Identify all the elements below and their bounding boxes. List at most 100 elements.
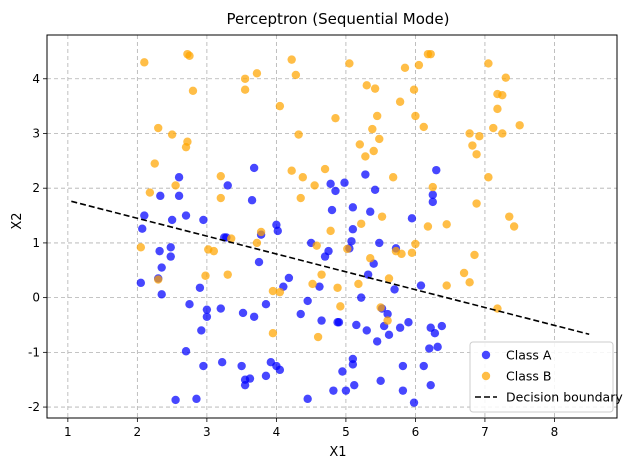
class-a-point bbox=[341, 386, 351, 395]
class-a-point bbox=[347, 237, 356, 246]
class-a-point bbox=[157, 263, 166, 272]
class-b-point bbox=[268, 328, 278, 338]
class-b-point bbox=[343, 244, 352, 254]
class-a-point bbox=[376, 376, 385, 385]
class-b-point bbox=[400, 63, 410, 73]
class-a-point bbox=[375, 238, 384, 248]
class-a-point bbox=[140, 211, 149, 220]
class-a-point bbox=[329, 386, 338, 395]
class-a-point bbox=[171, 395, 180, 405]
y-tick-label: 3 bbox=[32, 126, 40, 140]
class-a-point bbox=[338, 367, 347, 376]
class-a-point bbox=[167, 215, 177, 225]
class-a-point bbox=[261, 371, 271, 381]
class-b-point bbox=[472, 199, 481, 208]
class-b-point bbox=[383, 316, 392, 325]
class-a-point bbox=[366, 207, 375, 216]
class-b-point bbox=[395, 97, 405, 106]
x-axis-title: X1 bbox=[329, 445, 346, 460]
class-a-point bbox=[261, 299, 271, 309]
class-a-point bbox=[303, 394, 312, 404]
class-a-point bbox=[398, 361, 408, 371]
class-a-point bbox=[348, 203, 358, 212]
class-a-point bbox=[237, 361, 246, 371]
class-a-point bbox=[383, 309, 392, 319]
class-b-point-legend-marker bbox=[481, 371, 491, 381]
class-b-point bbox=[384, 274, 394, 283]
class-a-point bbox=[136, 278, 146, 288]
class-b-point bbox=[275, 287, 285, 297]
x-tick-label: 5 bbox=[342, 425, 350, 439]
class-b-point bbox=[183, 137, 192, 146]
class-b-point bbox=[268, 286, 278, 296]
class-b-point bbox=[240, 74, 250, 83]
class-b-point bbox=[154, 275, 163, 284]
class-a-point bbox=[398, 386, 408, 395]
class-b-point bbox=[150, 159, 159, 168]
class-b-point bbox=[411, 239, 420, 249]
grid-lines bbox=[47, 35, 617, 418]
class-a-point bbox=[138, 224, 147, 233]
legend-label: Class A bbox=[506, 348, 552, 363]
class-b-point bbox=[498, 129, 507, 138]
class-a-point bbox=[275, 365, 285, 375]
class-a-point bbox=[363, 270, 373, 279]
class-a-point bbox=[247, 196, 257, 205]
y-tick-label: -2 bbox=[28, 400, 40, 414]
class-b-point bbox=[294, 130, 303, 139]
class-b-point bbox=[356, 219, 366, 228]
x-tick-label: 3 bbox=[203, 425, 211, 439]
class-b-point bbox=[275, 101, 285, 111]
class-a-point bbox=[334, 318, 344, 327]
class-b-point bbox=[484, 173, 493, 182]
class-b-point bbox=[465, 278, 474, 287]
class-b-point bbox=[470, 250, 479, 260]
legend-label: Decision boundary bbox=[506, 390, 623, 405]
class-a-point bbox=[315, 282, 324, 291]
class-a-point bbox=[370, 185, 380, 195]
class-a-point bbox=[433, 342, 442, 352]
legend: Class A Class B Decision boundary bbox=[469, 341, 623, 413]
class-b-point bbox=[515, 121, 524, 130]
class-b-point bbox=[407, 248, 417, 257]
x-tick-label: 2 bbox=[134, 425, 142, 439]
class-a-point bbox=[352, 320, 361, 330]
class-a-point bbox=[356, 293, 366, 302]
class-a-point bbox=[372, 337, 382, 346]
class-b-point bbox=[336, 302, 345, 311]
class-a-point bbox=[223, 181, 232, 190]
class-a-point bbox=[249, 163, 259, 173]
class-b-point bbox=[375, 134, 384, 144]
class-b-point bbox=[370, 84, 380, 93]
class-a-point bbox=[326, 179, 335, 189]
class-b-point bbox=[136, 243, 146, 252]
x-tick-label: 6 bbox=[412, 425, 420, 439]
y-tick-label: -1 bbox=[28, 345, 40, 359]
class-a-point bbox=[419, 361, 428, 371]
axes-frame bbox=[46, 34, 618, 419]
class-b-point bbox=[472, 150, 481, 159]
y-tick-label: 2 bbox=[32, 181, 40, 195]
class-a-point bbox=[202, 312, 212, 321]
class-b-point bbox=[291, 70, 301, 80]
class-b-point bbox=[140, 58, 149, 67]
class-a-point bbox=[348, 225, 358, 234]
class-a-point bbox=[245, 374, 255, 383]
legend-label: Class B bbox=[506, 369, 551, 384]
class-b-point bbox=[317, 270, 326, 279]
class-a-point bbox=[254, 257, 264, 267]
class-b-point bbox=[310, 181, 319, 190]
class-b-point bbox=[216, 193, 225, 203]
class-b-point bbox=[426, 49, 435, 59]
x-tick-label: 1 bbox=[64, 425, 72, 439]
class-a-point bbox=[192, 394, 201, 404]
class-a-point bbox=[327, 205, 337, 215]
class-b-point bbox=[296, 193, 305, 203]
class-a-point bbox=[174, 191, 184, 201]
class-b-point bbox=[362, 81, 371, 90]
class-a-point bbox=[395, 323, 405, 332]
class-a-point bbox=[350, 380, 359, 390]
class-a-point bbox=[273, 226, 282, 236]
decision-boundary-line bbox=[71, 200, 590, 336]
